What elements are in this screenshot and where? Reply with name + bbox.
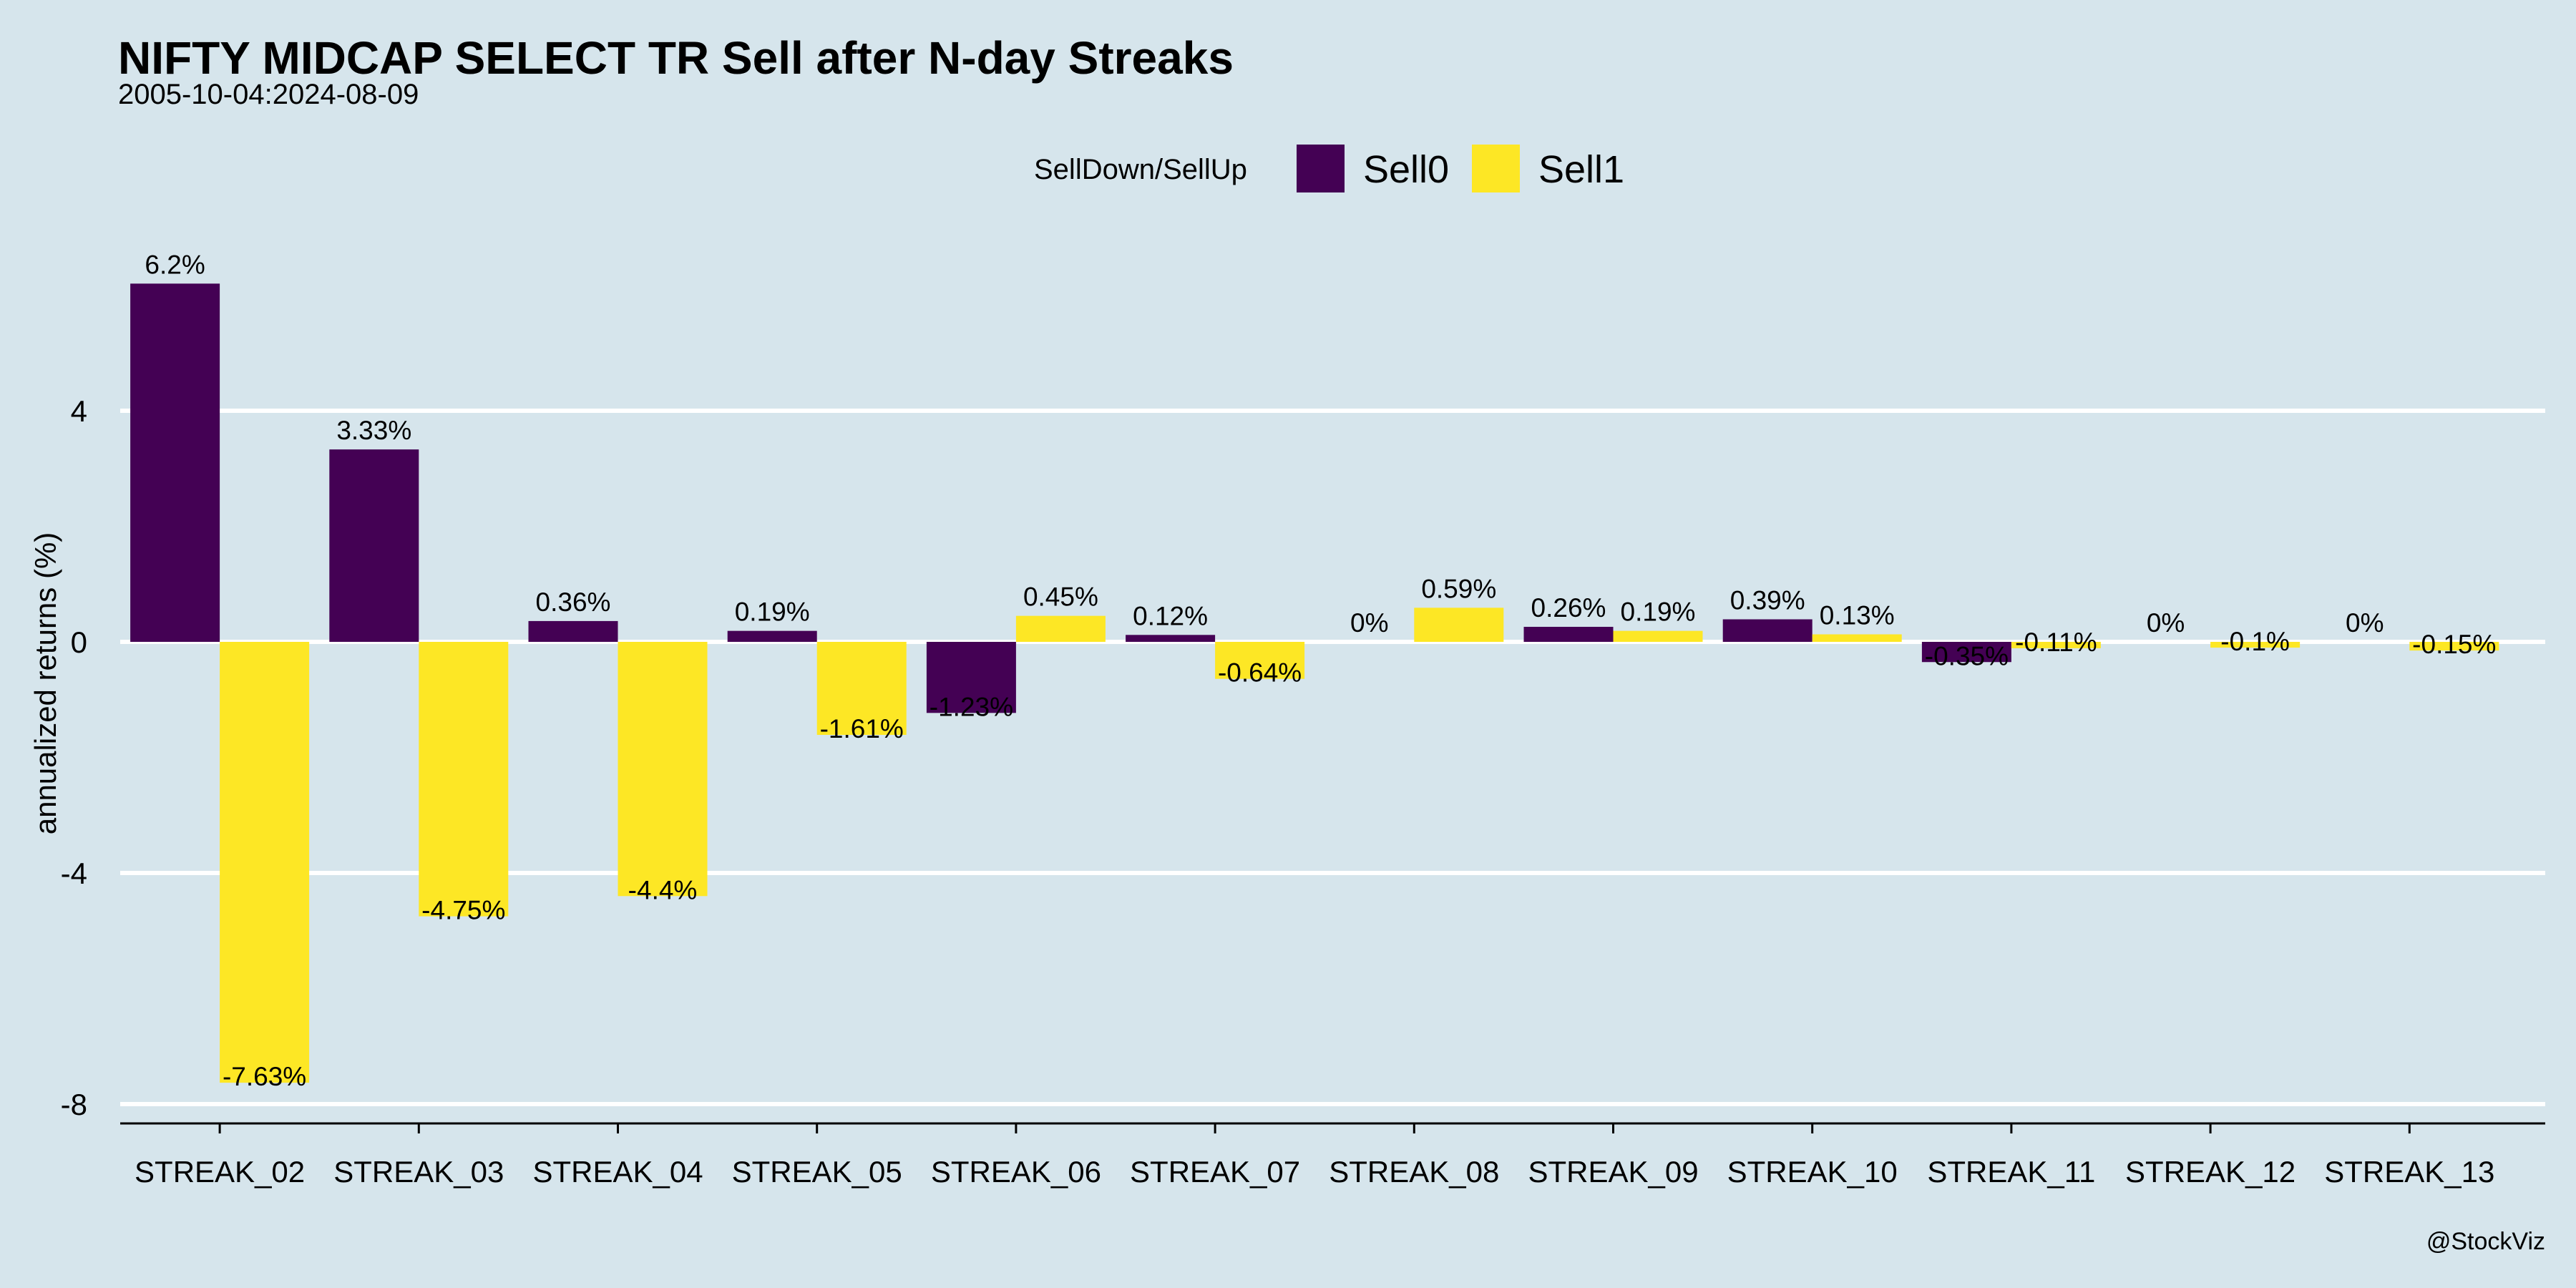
bar-sell0-streak_02 (130, 283, 220, 642)
data-label: -7.63% (223, 1062, 306, 1091)
data-label: 3.33% (336, 416, 411, 445)
bar-sell0-streak_07 (1126, 635, 1216, 642)
data-label: 0.19% (735, 597, 810, 627)
bar-sell0-streak_04 (528, 620, 618, 642)
bar-sell0-streak_11 (1921, 642, 2011, 663)
bar-sell1-streak_10 (1812, 634, 1902, 642)
data-label: 0.19% (1621, 597, 1696, 627)
x-axis: STREAK_02 STREAK_03 STREAK_04 STREAK_05 STRE… (120, 1122, 2545, 1189)
x-tick-label: STREAK_02 (135, 1155, 305, 1189)
bar-sell1-streak_09 (1613, 630, 1703, 642)
legend-label-sell0: Sell0 (1363, 148, 1449, 191)
grid-lines (120, 409, 2545, 1106)
bars (130, 283, 2499, 1083)
y-axis-label: annualized returns (%) (29, 532, 62, 835)
data-label: 0.36% (536, 587, 611, 617)
data-label: -4.75% (421, 896, 505, 925)
data-label: 0% (1350, 608, 1388, 638)
legend: SellDown/SellUp Sell0 Sell1 (1034, 145, 1624, 192)
bar-sell1-streak_04 (618, 642, 708, 897)
data-label: -0.15% (2412, 630, 2496, 659)
data-label: 0.12% (1133, 601, 1208, 630)
data-labels: 6.2% -7.63% 3.33% -4.75% 0.36% -4.4% 0.19% -1.6… (145, 250, 2496, 1091)
data-label: -1.61% (820, 714, 904, 743)
bar-sell1-streak_13 (2409, 642, 2499, 651)
x-tick-label: STREAK_10 (1727, 1155, 1898, 1189)
y-tick-label: -4 (61, 857, 87, 890)
legend-label-sell1: Sell1 (1538, 148, 1624, 191)
chart-subtitle: 2005-10-04:2024-08-09 (118, 79, 419, 110)
data-label: -4.4% (628, 875, 698, 904)
x-tick-label: STREAK_04 (532, 1155, 703, 1189)
y-tick-label: 0 (71, 625, 87, 659)
bar-sell0-streak_05 (727, 630, 817, 642)
y-axis-ticks: -8 -4 0 4 (61, 394, 87, 1121)
data-label: 0.13% (1820, 601, 1895, 630)
y-tick-label: -8 (61, 1088, 87, 1121)
data-label: 0.59% (1421, 574, 1496, 603)
x-tick-label: STREAK_13 (2324, 1155, 2494, 1189)
data-label: 6.2% (145, 250, 205, 279)
bar-sell0-streak_03 (329, 449, 419, 642)
bar-sell0-streak_06 (926, 642, 1016, 713)
bar-sell1-streak_02 (220, 642, 310, 1083)
legend-swatch-sell1 (1472, 145, 1520, 192)
data-label: -0.64% (1218, 658, 1302, 688)
data-label: -0.1% (2220, 627, 2290, 656)
x-tick-label: STREAK_07 (1130, 1155, 1300, 1189)
legend-swatch-sell0 (1297, 145, 1345, 192)
caption: @StockViz (2426, 1228, 2545, 1255)
bar-sell1-streak_12 (2210, 642, 2301, 648)
data-label: -0.11% (2015, 628, 2097, 657)
data-label: 0% (2346, 608, 2384, 638)
x-tick-label: STREAK_12 (2125, 1155, 2296, 1189)
legend-title: SellDown/SellUp (1034, 154, 1247, 185)
x-tick-label: STREAK_09 (1528, 1155, 1698, 1189)
data-label: 0% (2147, 608, 2185, 638)
bar-sell1-streak_07 (1215, 642, 1305, 679)
bar-sell1-streak_11 (2011, 642, 2101, 648)
x-tick-label: STREAK_11 (1927, 1155, 2095, 1189)
bar-sell1-streak_03 (419, 642, 509, 917)
x-tick-label: STREAK_05 (732, 1155, 902, 1189)
data-label: 0.39% (1730, 586, 1805, 615)
bar-sell0-streak_09 (1523, 627, 1614, 642)
x-tick-label: STREAK_06 (931, 1155, 1101, 1189)
bar-sell0-streak_10 (1722, 619, 1813, 642)
bar-sell1-streak_06 (1015, 615, 1106, 642)
data-label: -1.23% (930, 692, 1013, 721)
bar-sell1-streak_08 (1414, 608, 1504, 642)
x-tick-label: STREAK_03 (333, 1155, 504, 1189)
data-label: 0.45% (1023, 582, 1098, 612)
chart-title: NIFTY MIDCAP SELECT TR Sell after N-day … (118, 32, 1234, 84)
data-label: -0.35% (1925, 641, 2009, 670)
y-tick-label: 4 (71, 394, 87, 428)
x-tick-label: STREAK_08 (1329, 1155, 1499, 1189)
bar-sell1-streak_05 (816, 642, 907, 736)
data-label: 0.26% (1531, 593, 1606, 623)
